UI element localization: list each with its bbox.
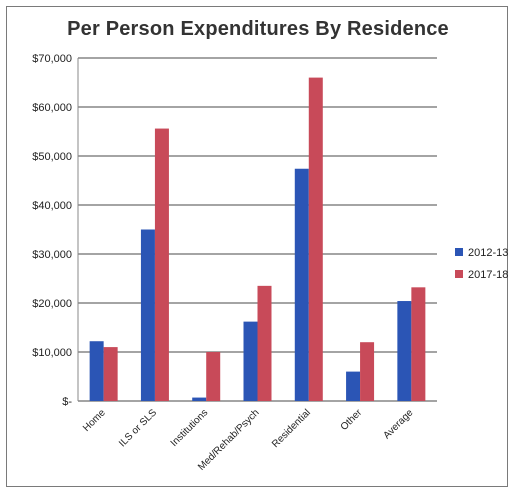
- y-tick-label: $60,000: [32, 102, 72, 114]
- bar-2012-13-other: [346, 371, 361, 401]
- x-category-label: Average: [381, 407, 415, 441]
- bar-2012-13-ils-or-sls: [140, 229, 155, 401]
- x-category-label: Residential: [270, 407, 313, 450]
- bar-2017-18-institutions: [206, 352, 221, 401]
- legend: 2012-13 2017-18: [455, 247, 508, 281]
- bars: [89, 77, 426, 401]
- x-category-label: ILS or SLS: [117, 407, 159, 449]
- legend-label: 2012-13: [468, 247, 508, 259]
- x-category-label: Other: [339, 407, 365, 433]
- bar-2012-13-average: [397, 301, 412, 401]
- bar-2017-18-home: [103, 347, 118, 401]
- y-tick-label: $30,000: [32, 249, 72, 261]
- x-axis-categories: Home ILS or SLS InstitutionsMed/Rehab/Psyc…: [81, 407, 416, 473]
- bar-2012-13-home: [89, 341, 104, 401]
- y-tick-label: $40,000: [32, 200, 72, 212]
- legend-swatch: [455, 248, 463, 256]
- bar-2017-18-ils-or-sls: [154, 128, 169, 401]
- legend-label: 2017-18: [468, 269, 508, 281]
- bar-2017-18-other: [360, 342, 375, 401]
- chart-title: Per Person Expenditures By Residence: [67, 18, 449, 40]
- y-tick-label: $50,000: [32, 151, 72, 163]
- y-tick-label: $20,000: [32, 298, 72, 310]
- bar-2017-18-med-rehab-psych: [257, 285, 272, 401]
- x-category-label: Institutions: [169, 407, 211, 449]
- bar-2012-13-residential: [294, 168, 309, 401]
- chart-frame: [6, 6, 508, 487]
- bar-2017-18-residential: [308, 77, 323, 401]
- y-axis-ticks: $- $10,000 $20,000 $30,000 $40,000 $50,000 $60…: [32, 53, 72, 408]
- y-tick-label: $-: [62, 396, 72, 408]
- y-tick-label: $10,000: [32, 347, 72, 359]
- y-tick-label: $70,000: [32, 53, 72, 65]
- bar-2017-18-average: [411, 287, 426, 401]
- bar-2012-13-med-rehab-psych: [243, 321, 258, 401]
- bar-2012-13-institutions: [192, 397, 207, 401]
- x-category-label: Home: [81, 407, 108, 434]
- legend-swatch: [455, 270, 463, 278]
